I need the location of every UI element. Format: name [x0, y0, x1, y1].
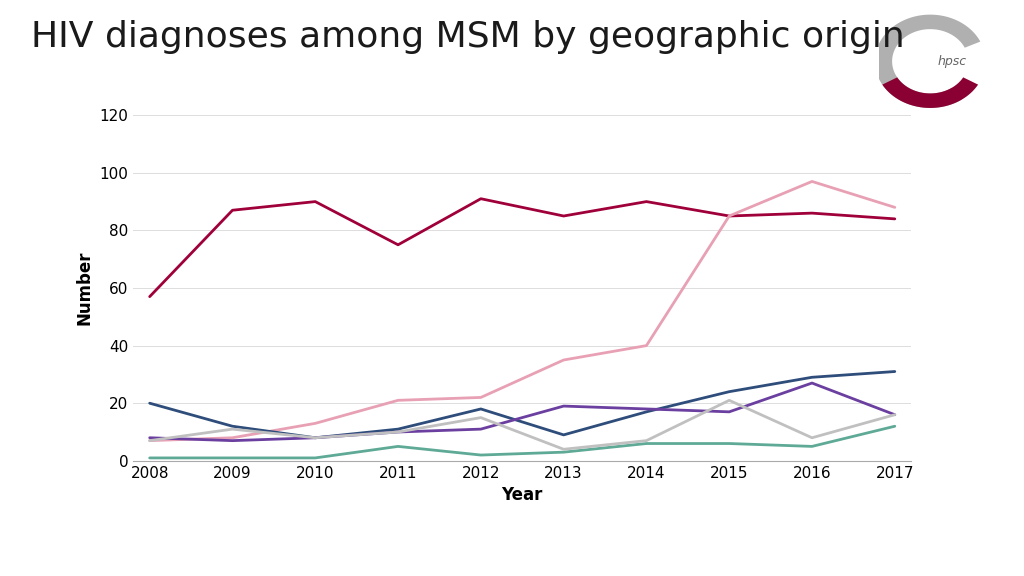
- Polygon shape: [883, 77, 978, 108]
- X-axis label: Year: Year: [502, 486, 543, 504]
- Text: hpsc: hpsc: [938, 55, 967, 68]
- Text: 13: 13: [981, 554, 1000, 569]
- Y-axis label: Number: Number: [76, 251, 94, 325]
- Legend: Ireland, Latin America, W Europe, C&E Europe, S&SE Asia, Unknown: Ireland, Latin America, W Europe, C&E Eu…: [135, 572, 909, 576]
- Text: HIV diagnoses among MSM by geographic origin: HIV diagnoses among MSM by geographic or…: [31, 20, 904, 54]
- Polygon shape: [874, 14, 980, 108]
